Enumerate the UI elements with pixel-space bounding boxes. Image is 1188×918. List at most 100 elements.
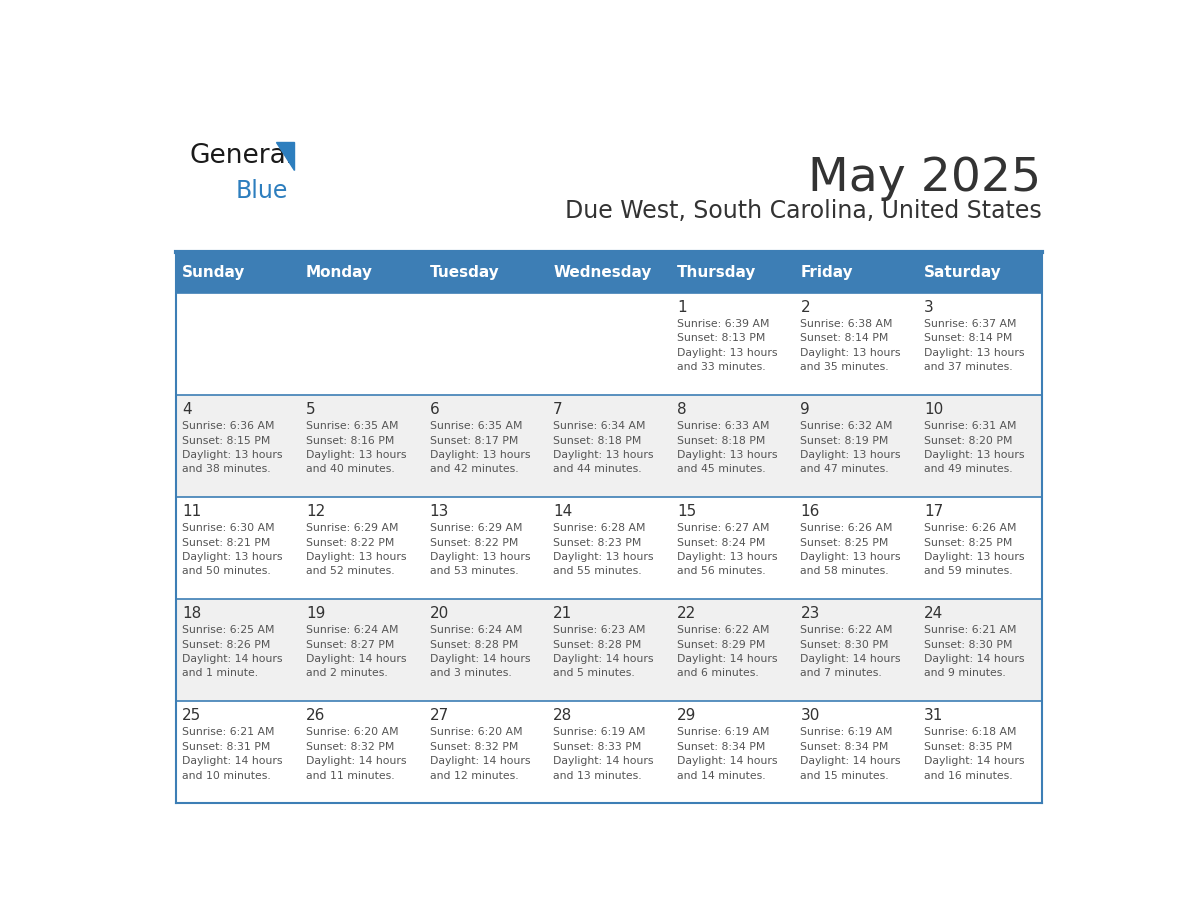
Bar xyxy=(918,599,1042,700)
Text: 11: 11 xyxy=(182,504,202,519)
Bar xyxy=(176,395,299,497)
Text: Wednesday: Wednesday xyxy=(554,264,651,279)
Text: 8: 8 xyxy=(677,402,687,417)
Text: 24: 24 xyxy=(924,606,943,621)
Text: 6: 6 xyxy=(430,402,440,417)
Text: Sunrise: 6:30 AM
Sunset: 8:21 PM
Daylight: 13 hours
and 50 minutes.: Sunrise: 6:30 AM Sunset: 8:21 PM Dayligh… xyxy=(182,523,283,577)
Bar xyxy=(176,252,299,293)
Text: May 2025: May 2025 xyxy=(809,156,1042,201)
Bar xyxy=(299,252,423,293)
Text: Sunrise: 6:25 AM
Sunset: 8:26 PM
Daylight: 14 hours
and 1 minute.: Sunrise: 6:25 AM Sunset: 8:26 PM Dayligh… xyxy=(182,625,283,678)
Text: Sunrise: 6:18 AM
Sunset: 8:35 PM
Daylight: 14 hours
and 16 minutes.: Sunrise: 6:18 AM Sunset: 8:35 PM Dayligh… xyxy=(924,727,1024,780)
Text: 14: 14 xyxy=(554,504,573,519)
Text: 16: 16 xyxy=(801,504,820,519)
Text: Due West, South Carolina, United States: Due West, South Carolina, United States xyxy=(564,198,1042,222)
Text: General: General xyxy=(190,143,295,169)
Bar xyxy=(795,599,918,700)
Bar xyxy=(918,700,1042,803)
Bar xyxy=(546,497,671,599)
Text: Sunrise: 6:28 AM
Sunset: 8:23 PM
Daylight: 13 hours
and 55 minutes.: Sunrise: 6:28 AM Sunset: 8:23 PM Dayligh… xyxy=(554,523,653,577)
Text: Sunday: Sunday xyxy=(182,264,246,279)
Text: Sunrise: 6:39 AM
Sunset: 8:13 PM
Daylight: 13 hours
and 33 minutes.: Sunrise: 6:39 AM Sunset: 8:13 PM Dayligh… xyxy=(677,319,777,373)
Bar xyxy=(299,700,423,803)
Text: 13: 13 xyxy=(430,504,449,519)
Text: 31: 31 xyxy=(924,708,943,723)
Text: 5: 5 xyxy=(307,402,316,417)
Bar xyxy=(176,599,299,700)
Text: 2: 2 xyxy=(801,299,810,315)
Text: Sunrise: 6:26 AM
Sunset: 8:25 PM
Daylight: 13 hours
and 59 minutes.: Sunrise: 6:26 AM Sunset: 8:25 PM Dayligh… xyxy=(924,523,1024,577)
Bar xyxy=(546,700,671,803)
Text: 21: 21 xyxy=(554,606,573,621)
Text: Sunrise: 6:19 AM
Sunset: 8:34 PM
Daylight: 14 hours
and 14 minutes.: Sunrise: 6:19 AM Sunset: 8:34 PM Dayligh… xyxy=(677,727,777,780)
Bar xyxy=(671,293,795,395)
Text: 15: 15 xyxy=(677,504,696,519)
Text: Sunrise: 6:29 AM
Sunset: 8:22 PM
Daylight: 13 hours
and 53 minutes.: Sunrise: 6:29 AM Sunset: 8:22 PM Dayligh… xyxy=(430,523,530,577)
Text: Sunrise: 6:24 AM
Sunset: 8:27 PM
Daylight: 14 hours
and 2 minutes.: Sunrise: 6:24 AM Sunset: 8:27 PM Dayligh… xyxy=(307,625,406,678)
Text: 12: 12 xyxy=(307,504,326,519)
Text: Sunrise: 6:29 AM
Sunset: 8:22 PM
Daylight: 13 hours
and 52 minutes.: Sunrise: 6:29 AM Sunset: 8:22 PM Dayligh… xyxy=(307,523,406,577)
Bar xyxy=(918,252,1042,293)
Bar xyxy=(176,497,299,599)
Bar xyxy=(546,252,671,293)
Text: 18: 18 xyxy=(182,606,202,621)
Bar xyxy=(918,293,1042,395)
Text: Sunrise: 6:19 AM
Sunset: 8:33 PM
Daylight: 14 hours
and 13 minutes.: Sunrise: 6:19 AM Sunset: 8:33 PM Dayligh… xyxy=(554,727,653,780)
Text: 29: 29 xyxy=(677,708,696,723)
Text: Sunrise: 6:37 AM
Sunset: 8:14 PM
Daylight: 13 hours
and 37 minutes.: Sunrise: 6:37 AM Sunset: 8:14 PM Dayligh… xyxy=(924,319,1024,373)
Text: Sunrise: 6:22 AM
Sunset: 8:29 PM
Daylight: 14 hours
and 6 minutes.: Sunrise: 6:22 AM Sunset: 8:29 PM Dayligh… xyxy=(677,625,777,678)
Text: Saturday: Saturday xyxy=(924,264,1001,279)
Bar xyxy=(423,252,546,293)
Text: 27: 27 xyxy=(430,708,449,723)
Text: Sunrise: 6:31 AM
Sunset: 8:20 PM
Daylight: 13 hours
and 49 minutes.: Sunrise: 6:31 AM Sunset: 8:20 PM Dayligh… xyxy=(924,421,1024,475)
Text: 23: 23 xyxy=(801,606,820,621)
Bar xyxy=(671,252,795,293)
Text: 10: 10 xyxy=(924,402,943,417)
Text: Thursday: Thursday xyxy=(677,264,757,279)
Bar xyxy=(918,497,1042,599)
Bar xyxy=(546,395,671,497)
Text: Blue: Blue xyxy=(236,179,289,204)
Bar xyxy=(176,293,299,395)
Bar xyxy=(546,599,671,700)
Bar xyxy=(423,395,546,497)
Text: Sunrise: 6:27 AM
Sunset: 8:24 PM
Daylight: 13 hours
and 56 minutes.: Sunrise: 6:27 AM Sunset: 8:24 PM Dayligh… xyxy=(677,523,777,577)
Text: 28: 28 xyxy=(554,708,573,723)
Text: 17: 17 xyxy=(924,504,943,519)
Text: Friday: Friday xyxy=(801,264,853,279)
Text: Sunrise: 6:38 AM
Sunset: 8:14 PM
Daylight: 13 hours
and 35 minutes.: Sunrise: 6:38 AM Sunset: 8:14 PM Dayligh… xyxy=(801,319,901,373)
Text: Sunrise: 6:21 AM
Sunset: 8:31 PM
Daylight: 14 hours
and 10 minutes.: Sunrise: 6:21 AM Sunset: 8:31 PM Dayligh… xyxy=(182,727,283,780)
Bar xyxy=(795,497,918,599)
Text: 19: 19 xyxy=(307,606,326,621)
Text: Tuesday: Tuesday xyxy=(430,264,499,279)
Bar xyxy=(423,293,546,395)
Text: Sunrise: 6:20 AM
Sunset: 8:32 PM
Daylight: 14 hours
and 12 minutes.: Sunrise: 6:20 AM Sunset: 8:32 PM Dayligh… xyxy=(430,727,530,780)
Text: Sunrise: 6:34 AM
Sunset: 8:18 PM
Daylight: 13 hours
and 44 minutes.: Sunrise: 6:34 AM Sunset: 8:18 PM Dayligh… xyxy=(554,421,653,475)
Bar xyxy=(671,599,795,700)
Text: Sunrise: 6:33 AM
Sunset: 8:18 PM
Daylight: 13 hours
and 45 minutes.: Sunrise: 6:33 AM Sunset: 8:18 PM Dayligh… xyxy=(677,421,777,475)
Text: Monday: Monday xyxy=(307,264,373,279)
Text: Sunrise: 6:23 AM
Sunset: 8:28 PM
Daylight: 14 hours
and 5 minutes.: Sunrise: 6:23 AM Sunset: 8:28 PM Dayligh… xyxy=(554,625,653,678)
Bar xyxy=(176,700,299,803)
Text: 22: 22 xyxy=(677,606,696,621)
Bar xyxy=(795,395,918,497)
Text: Sunrise: 6:35 AM
Sunset: 8:16 PM
Daylight: 13 hours
and 40 minutes.: Sunrise: 6:35 AM Sunset: 8:16 PM Dayligh… xyxy=(307,421,406,475)
Text: Sunrise: 6:24 AM
Sunset: 8:28 PM
Daylight: 14 hours
and 3 minutes.: Sunrise: 6:24 AM Sunset: 8:28 PM Dayligh… xyxy=(430,625,530,678)
Text: Sunrise: 6:19 AM
Sunset: 8:34 PM
Daylight: 14 hours
and 15 minutes.: Sunrise: 6:19 AM Sunset: 8:34 PM Dayligh… xyxy=(801,727,901,780)
Bar xyxy=(423,497,546,599)
Bar xyxy=(299,395,423,497)
Bar xyxy=(423,700,546,803)
Text: 9: 9 xyxy=(801,402,810,417)
Text: 4: 4 xyxy=(182,402,192,417)
Bar xyxy=(546,293,671,395)
Bar xyxy=(671,395,795,497)
Bar xyxy=(299,293,423,395)
Bar xyxy=(918,395,1042,497)
Bar xyxy=(299,599,423,700)
Text: 25: 25 xyxy=(182,708,202,723)
Text: Sunrise: 6:21 AM
Sunset: 8:30 PM
Daylight: 14 hours
and 9 minutes.: Sunrise: 6:21 AM Sunset: 8:30 PM Dayligh… xyxy=(924,625,1024,678)
Bar xyxy=(795,252,918,293)
Text: Sunrise: 6:35 AM
Sunset: 8:17 PM
Daylight: 13 hours
and 42 minutes.: Sunrise: 6:35 AM Sunset: 8:17 PM Dayligh… xyxy=(430,421,530,475)
Text: Sunrise: 6:36 AM
Sunset: 8:15 PM
Daylight: 13 hours
and 38 minutes.: Sunrise: 6:36 AM Sunset: 8:15 PM Dayligh… xyxy=(182,421,283,475)
Text: 7: 7 xyxy=(554,402,563,417)
